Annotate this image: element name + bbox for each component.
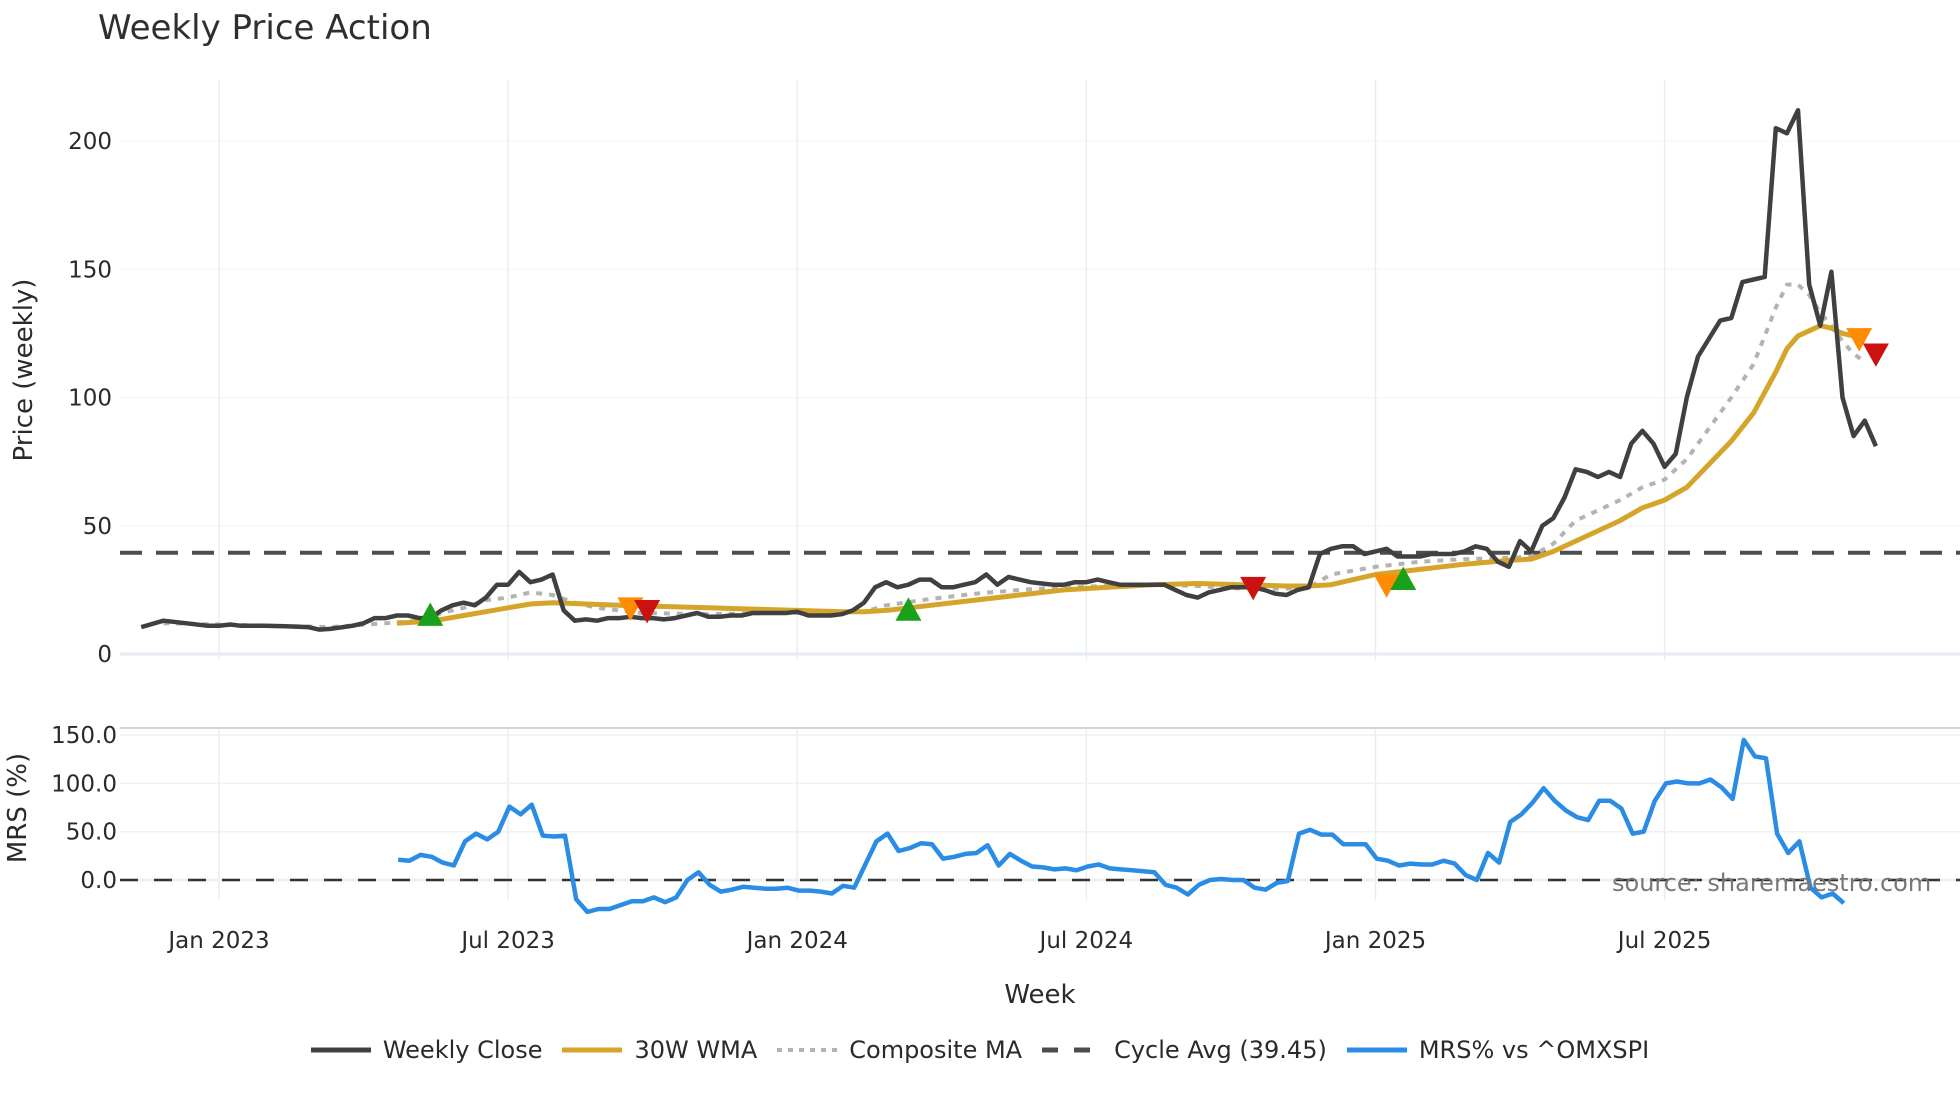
warn-signal-triangle-icon [1373, 574, 1400, 598]
y-tick-label: 200 [68, 129, 112, 155]
y-tick-label: 150.0 [51, 723, 117, 749]
legend-item-composite[interactable]: Composite MA [777, 1036, 1022, 1064]
y-tick-label: 0 [97, 642, 112, 668]
legend-item-wma[interactable]: 30W WMA [562, 1036, 757, 1064]
legend-swatch-icon [1346, 1047, 1407, 1053]
x-axis-title: Week [1004, 980, 1075, 1010]
main-series [140, 107, 1878, 632]
legend-label: Weekly Close [382, 1036, 543, 1064]
y-tick-label: 100 [68, 386, 112, 412]
mrs-series [397, 737, 1846, 915]
main-y-axis-title: Price (weekly) [9, 279, 39, 462]
buy-signal-triangle-icon [895, 597, 922, 621]
mrs-y-axis: 0.0 50.0 100.0 150.0 [51, 723, 117, 894]
chart-title: Weekly Price Action [98, 8, 432, 48]
y-tick-label: 50 [83, 514, 112, 540]
mrs-y-axis-title: MRS (%) [3, 753, 33, 863]
buy-signal-triangle-icon [1390, 566, 1417, 591]
y-tick-label: 100.0 [51, 771, 117, 797]
warn-signal-triangle-icon [1846, 328, 1873, 352]
legend-swatch-icon [777, 1048, 838, 1052]
composite-ma-line [163, 282, 1866, 630]
sell-signal-triangle-icon [1240, 576, 1267, 601]
mrs-line [397, 737, 1846, 915]
x-tick-label: Jul 2023 [459, 928, 555, 954]
x-axis: Jan 2023 Jul 2023 Jan 2024 Jul 2024 Jan 2025… [166, 928, 1711, 954]
signal-markers [417, 328, 1889, 626]
y-tick-label: 150 [68, 257, 112, 283]
sell-signal-triangle-icon [1862, 343, 1889, 367]
x-tick-label: Jul 2024 [1038, 928, 1134, 954]
y-tick-label: 0.0 [80, 868, 117, 894]
legend-item-mrs[interactable]: MRS% vs ^OMXSPI [1346, 1036, 1650, 1064]
x-tick-label: Jan 2023 [166, 928, 269, 954]
x-tick-label: Jan 2025 [1323, 928, 1426, 954]
legend-swatch-icon [562, 1047, 623, 1053]
legend-item-cycle[interactable]: Cycle Avg (39.45) [1042, 1036, 1327, 1064]
legend-label: 30W WMA [634, 1036, 758, 1064]
legend-label: MRS% vs ^OMXSPI [1418, 1036, 1650, 1064]
30w-wma-line [396, 323, 1866, 626]
weekly-close-line [140, 107, 1878, 632]
legend-swatch-icon [310, 1047, 371, 1053]
x-tick-label: Jan 2024 [745, 928, 848, 954]
legend-item-close[interactable]: Weekly Close [310, 1036, 543, 1064]
main-y-axis: 0 50 100 150 200 [68, 129, 112, 668]
legend-label: Composite MA [849, 1036, 1023, 1064]
legend: Weekly Close 30W WMA Composite MA Cycle Avg… [0, 1036, 1960, 1064]
source-watermark: source: sharemaestro.com [1612, 869, 1931, 897]
sell-signal-triangle-icon [634, 599, 661, 624]
legend-label: Cycle Avg (39.45) [1114, 1036, 1327, 1064]
legend-swatch-icon [1042, 1047, 1103, 1053]
y-tick-label: 50.0 [66, 820, 117, 846]
x-tick-label: Jul 2025 [1616, 928, 1712, 954]
buy-signal-triangle-icon [417, 602, 444, 626]
